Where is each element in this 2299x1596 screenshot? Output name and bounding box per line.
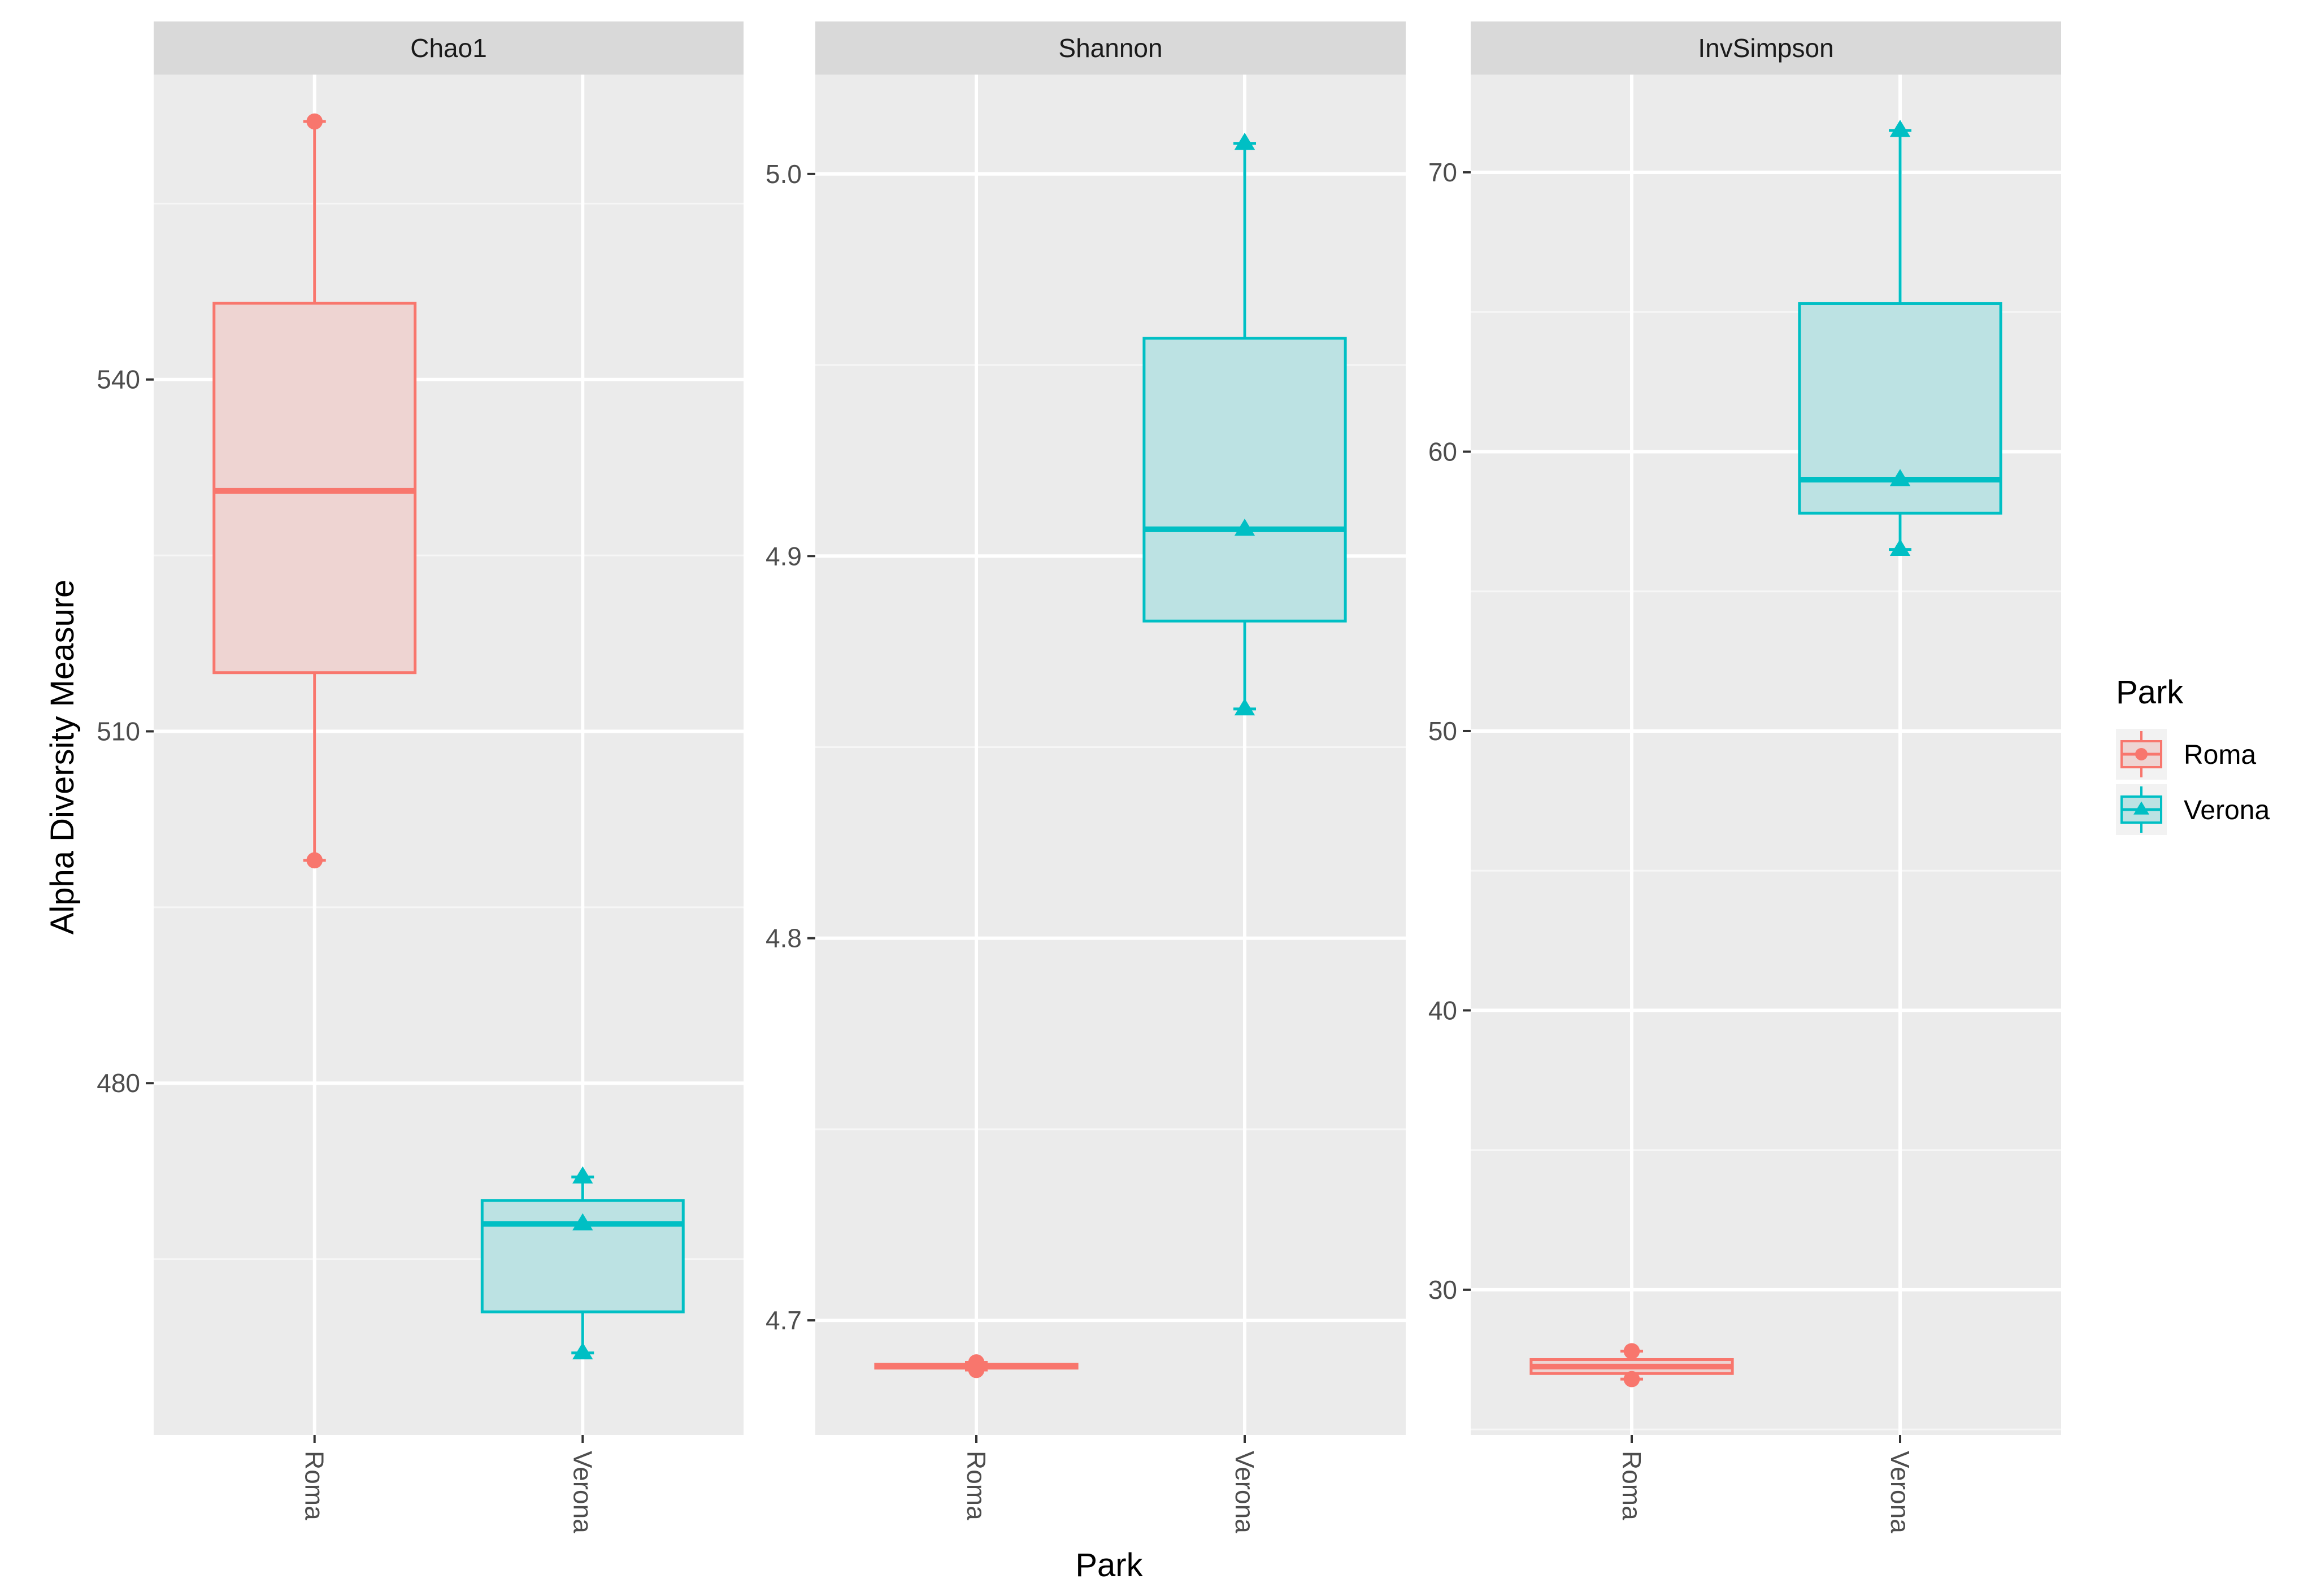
legend-entry-verona: Verona <box>2116 784 2270 835</box>
box-roma <box>1529 1343 1734 1388</box>
legend-key-marker <box>2135 748 2148 760</box>
panel-background <box>1471 75 2061 1435</box>
x-axis-title: Park <box>1075 1547 1143 1584</box>
box-verona <box>480 1166 685 1360</box>
y-tick-label: 50 <box>1428 716 1457 746</box>
box-roma <box>874 1354 1079 1378</box>
legend-keys: Roma Verona <box>2116 729 2270 835</box>
data-point <box>1234 698 1255 716</box>
y-tick-label: 540 <box>97 365 140 394</box>
data-point <box>1889 538 1911 556</box>
box-iqr <box>212 302 417 675</box>
legend-label: Verona <box>2184 795 2270 825</box>
panel-background <box>815 75 1406 1435</box>
y-tick-label: 30 <box>1428 1275 1457 1304</box>
facet-strip-label: InvSimpson <box>1698 33 1833 63</box>
facet-strip <box>815 21 1406 75</box>
box-verona <box>1798 120 2002 556</box>
facet-shannon: Shannon 4.7 4.8 4.9 5.0 Roma Verona <box>766 21 1406 1533</box>
box-verona <box>1142 132 1347 716</box>
box-iqr <box>480 1199 685 1314</box>
x-tick-label: Verona <box>1885 1451 1915 1533</box>
y-tick-label: 510 <box>97 716 140 746</box>
facet-panels: Chao1 480 510 540 Roma Verona Shannon 4.7 4.8 4.9… <box>97 21 2061 1533</box>
x-tick-label: Verona <box>1230 1451 1259 1533</box>
facet-invsimpson: InvSimpson 30 40 50 60 70 Roma Verona <box>1428 21 2061 1533</box>
y-tick-label: 4.8 <box>766 924 802 953</box>
data-point <box>1889 120 1911 137</box>
x-tick-label: Roma <box>1617 1451 1646 1520</box>
data-point <box>1234 519 1255 536</box>
data-point <box>1234 132 1255 150</box>
x-tick-label: Roma <box>962 1451 991 1520</box>
y-tick-label: 5.0 <box>766 159 802 189</box>
box-iqr <box>1142 337 1347 623</box>
data-point <box>1889 469 1911 486</box>
data-point <box>572 1213 593 1230</box>
legend-title: Park <box>2116 674 2184 711</box>
data-point <box>572 1342 593 1360</box>
y-tick-label: 480 <box>97 1068 140 1098</box>
y-tick-label: 60 <box>1428 437 1457 467</box>
legend-entry-roma: Roma <box>2116 729 2256 780</box>
data-point <box>572 1166 593 1184</box>
y-axis-title: Alpha Diversity Measure <box>44 580 81 935</box>
facet-strip-label: Chao1 <box>410 33 487 63</box>
y-tick-label: 40 <box>1428 995 1457 1025</box>
facet-strip-label: Shannon <box>1058 33 1162 63</box>
legend-key-marker <box>2133 801 2149 815</box>
facet-strip <box>154 21 744 75</box>
x-tick-label: Roma <box>300 1451 329 1520</box>
legend: Park Roma Verona <box>2116 674 2270 835</box>
y-tick-label: 4.9 <box>766 541 802 571</box>
box-roma <box>212 113 417 869</box>
y-tick-label: 70 <box>1428 158 1457 187</box>
y-tick-label: 4.7 <box>766 1306 802 1335</box>
legend-label: Roma <box>2184 740 2256 770</box>
facet-strip <box>1471 21 2061 75</box>
x-tick-label: Verona <box>568 1451 597 1533</box>
facet-chao1: Chao1 480 510 540 Roma Verona <box>97 21 744 1533</box>
